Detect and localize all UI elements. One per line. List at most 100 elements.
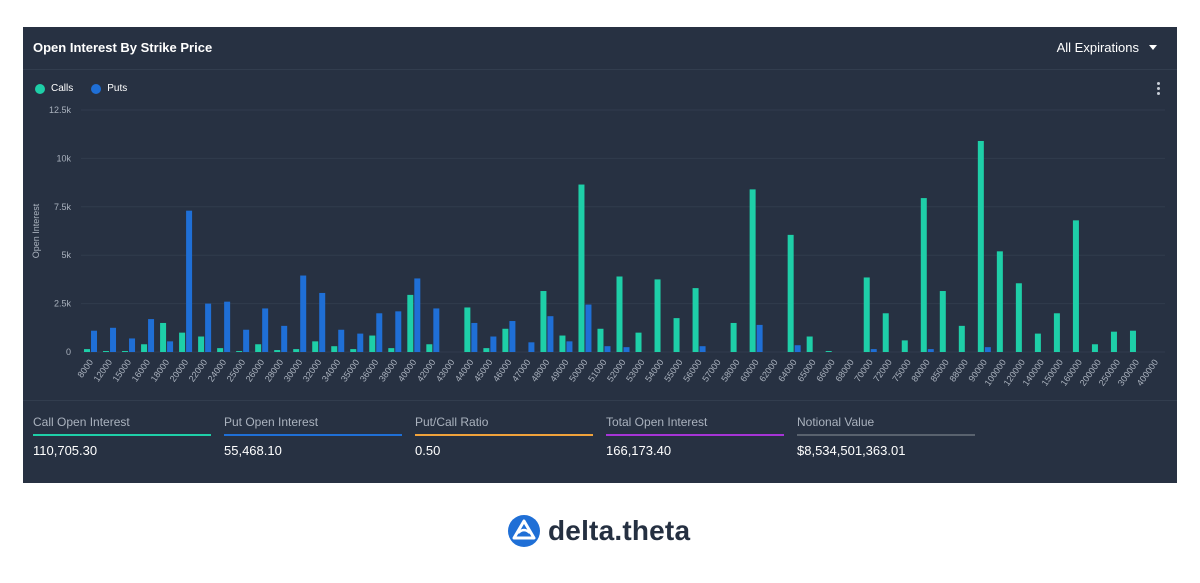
y-axis-title: Open Interest <box>31 203 41 258</box>
calls-bar <box>84 349 91 352</box>
x-tick-label: 36000 <box>358 357 381 383</box>
stat-2: Put/Call Ratio 0.50 <box>415 415 593 458</box>
puts-bar <box>509 321 516 352</box>
calls-bar <box>958 325 965 352</box>
puts-bar <box>585 304 592 352</box>
x-tick-label: 62000 <box>757 357 780 383</box>
puts-bar <box>167 341 174 352</box>
x-tick-label: 20000 <box>168 357 191 383</box>
calls-bar <box>369 335 376 352</box>
calls-bar <box>502 328 509 352</box>
calls-bar <box>616 276 623 352</box>
legend-label-calls: Calls <box>51 83 74 94</box>
x-tick-label: 57000 <box>700 357 723 383</box>
brand-footer: delta.theta <box>508 515 690 547</box>
y-tick-label: 5k <box>61 250 71 260</box>
puts-bar <box>376 313 383 352</box>
brand-name: delta.theta <box>548 515 691 546</box>
calls-bar <box>141 344 148 352</box>
calls-bar <box>1110 331 1117 352</box>
expirations-dropdown[interactable]: All Expirations <box>1057 40 1157 55</box>
x-tick-label: 72000 <box>871 357 894 383</box>
calls-bar <box>635 332 642 352</box>
stat-underline <box>224 434 402 436</box>
x-tick-label: 58000 <box>719 357 742 383</box>
x-tick-label: 43000 <box>434 357 457 383</box>
x-tick-label: 85000 <box>928 357 951 383</box>
x-tick-label: 45000 <box>472 357 495 383</box>
calls-bar <box>540 291 547 352</box>
calls-bar <box>882 313 889 352</box>
x-tick-label: 80000 <box>909 357 932 383</box>
calls-bar <box>654 279 661 352</box>
x-tick-label: 49000 <box>548 357 571 383</box>
x-tick-label: 88000 <box>947 357 970 383</box>
calls-bar <box>863 277 870 352</box>
x-tick-label: 53000 <box>624 357 647 383</box>
legend-item-puts[interactable]: Puts <box>91 83 127 94</box>
legend-label-puts: Puts <box>107 83 128 94</box>
puts-bar <box>490 336 497 352</box>
y-tick-label: 12.5k <box>49 105 72 115</box>
calls-bar <box>407 294 414 352</box>
puts-bar <box>699 346 706 352</box>
calls-bar <box>749 189 756 352</box>
x-tick-label: 64000 <box>776 357 799 383</box>
puts-bar <box>927 349 934 352</box>
calls-bar <box>350 349 357 352</box>
calls-bar <box>977 140 984 352</box>
puts-bar <box>547 316 554 352</box>
x-tick-label: 56000 <box>681 357 704 383</box>
more-options-icon[interactable] <box>1153 82 1163 98</box>
calls-bar <box>312 341 319 352</box>
calls-bar <box>198 336 205 352</box>
x-tick-label: 60000 <box>738 357 761 383</box>
calls-bar <box>179 332 186 352</box>
stat-3: Total Open Interest 166,173.40 <box>606 415 784 458</box>
puts-bar <box>338 329 345 352</box>
x-tick-label: 24000 <box>206 357 229 383</box>
legend-item-calls[interactable]: Calls <box>35 83 73 94</box>
x-tick-label: 15000 <box>111 357 134 383</box>
puts-bar <box>186 210 193 352</box>
puts-bar <box>395 311 402 352</box>
puts-bar <box>623 347 630 352</box>
x-tick-label: 68000 <box>833 357 856 383</box>
x-tick-label: 46000 <box>491 357 514 383</box>
calls-bar <box>160 322 167 352</box>
calls-bar <box>388 348 395 352</box>
calls-bar <box>692 288 699 352</box>
calls-bar <box>559 335 566 352</box>
x-tick-label: 66000 <box>814 357 837 383</box>
stat-label: Put Open Interest <box>224 415 319 429</box>
x-tick-label: 12000 <box>92 357 115 383</box>
stats-bar: Call Open Interest 110,705.30 Put Open Int… <box>23 400 1177 484</box>
x-tick-label: 54000 <box>643 357 666 383</box>
x-tick-label: 70000 <box>852 357 875 383</box>
stat-underline <box>33 434 211 436</box>
calls-bar <box>1034 333 1041 352</box>
x-tick-label: 75000 <box>890 357 913 383</box>
puts-bar <box>262 308 269 352</box>
x-tick-label: 22000 <box>187 357 210 383</box>
stat-value: $8,534,501,363.01 <box>797 443 906 458</box>
puts-bar <box>91 330 98 352</box>
puts-bar <box>300 275 307 352</box>
stat-1: Put Open Interest 55,468.10 <box>224 415 402 458</box>
stat-label: Put/Call Ratio <box>415 415 489 429</box>
puts-bar <box>148 319 155 352</box>
calls-bar <box>787 234 794 352</box>
x-tick-label: 18000 <box>149 357 172 383</box>
x-tick-label: 25000 <box>225 357 248 383</box>
puts-bar <box>566 341 573 352</box>
y-tick-label: 10k <box>56 153 71 163</box>
calls-bar <box>939 291 946 352</box>
puts-bar <box>471 322 478 352</box>
stat-underline <box>415 434 593 436</box>
x-tick-label: 30000 <box>282 357 305 383</box>
puts-bar <box>243 329 250 352</box>
puts-bar <box>414 278 421 352</box>
stat-label: Call Open Interest <box>33 415 130 429</box>
x-tick-label: 65000 <box>795 357 818 383</box>
calls-dot-icon <box>35 83 45 94</box>
